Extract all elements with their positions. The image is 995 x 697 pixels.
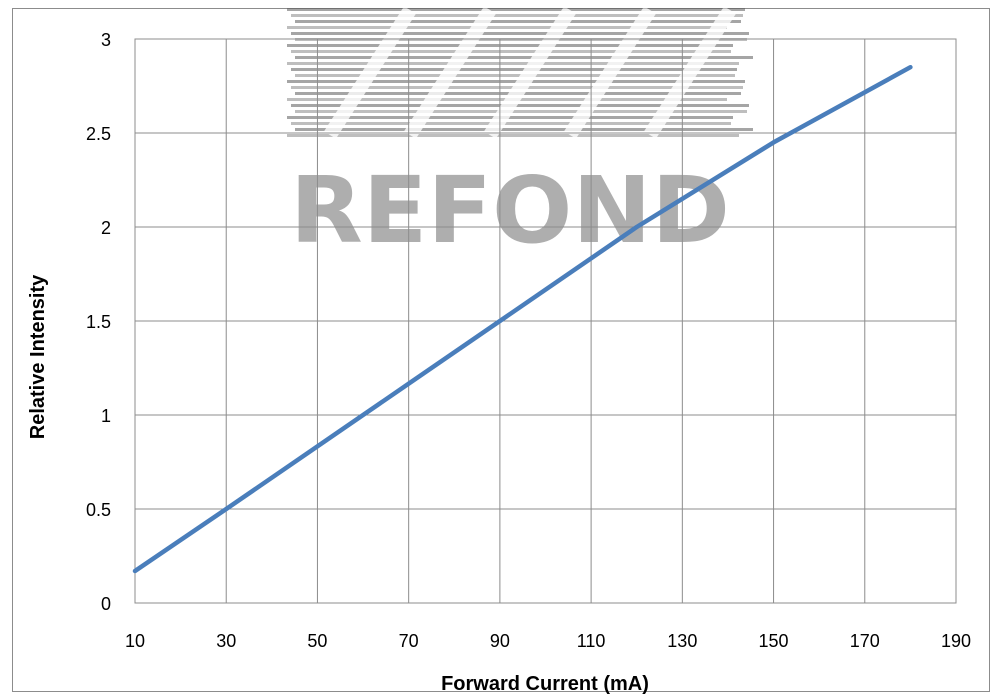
watermark-stripe [291,50,731,53]
watermark: REFOND [287,6,753,264]
y-axis-title: Relative Intensity [27,274,49,439]
watermark-slash [324,6,416,139]
watermark-stripe [295,20,741,23]
y-tick-label: 1.5 [86,312,111,332]
watermark-stripe [291,104,749,107]
y-tick-label: 0 [101,594,111,614]
watermark-slash [484,6,576,139]
x-tick-label: 70 [399,631,419,651]
watermark-stripe [295,92,741,95]
watermark-stripe [287,8,745,11]
x-tick-label: 90 [490,631,510,651]
y-axis-ticks: 0 0.5 1 1.5 2 2.5 3 [86,30,111,614]
watermark-stripe [291,122,731,125]
watermark-stripe [287,134,739,137]
x-tick-label: 10 [125,631,145,651]
x-tick-label: 150 [759,631,789,651]
x-axis-ticks: 10 30 50 70 90 110 130 150 170 190 [125,631,971,651]
watermark-stripe [287,98,727,101]
y-tick-label: 3 [101,30,111,50]
watermark-stripe [287,44,733,47]
plot-area [134,38,957,604]
watermark-stripe [291,32,749,35]
watermark-slash [564,6,656,139]
watermark-stripe [287,26,727,29]
series-layer [132,64,913,574]
watermark-stripe [291,68,737,71]
x-tick-label: 50 [307,631,327,651]
y-tick-label: 2 [101,218,111,238]
x-tick-label: 170 [850,631,880,651]
x-tick-label: 130 [667,631,697,651]
watermark-slash [404,6,496,139]
x-tick-label: 30 [216,631,236,651]
watermark-stripe [287,62,739,65]
watermark-stripe [287,116,733,119]
x-tick-label: 190 [941,631,971,651]
watermark-stripe [295,110,747,113]
watermark-stripe [295,128,753,131]
x-tick-label: 110 [577,631,606,651]
watermark-logo-text: REFOND [290,157,730,264]
y-tick-label: 2.5 [86,124,111,144]
x-axis-title: Forward Current (mA) [441,673,649,695]
series-line [132,64,913,574]
watermark-stripe [291,14,743,17]
y-tick-label: 1 [101,406,111,426]
watermark-stripe [295,74,735,77]
watermark-stripe [295,56,753,59]
y-tick-label: 0.5 [86,500,111,520]
watermark-slash [644,6,736,139]
watermark-stripe [287,80,745,83]
watermark-stripes [287,6,753,139]
watermark-stripe [291,86,743,89]
